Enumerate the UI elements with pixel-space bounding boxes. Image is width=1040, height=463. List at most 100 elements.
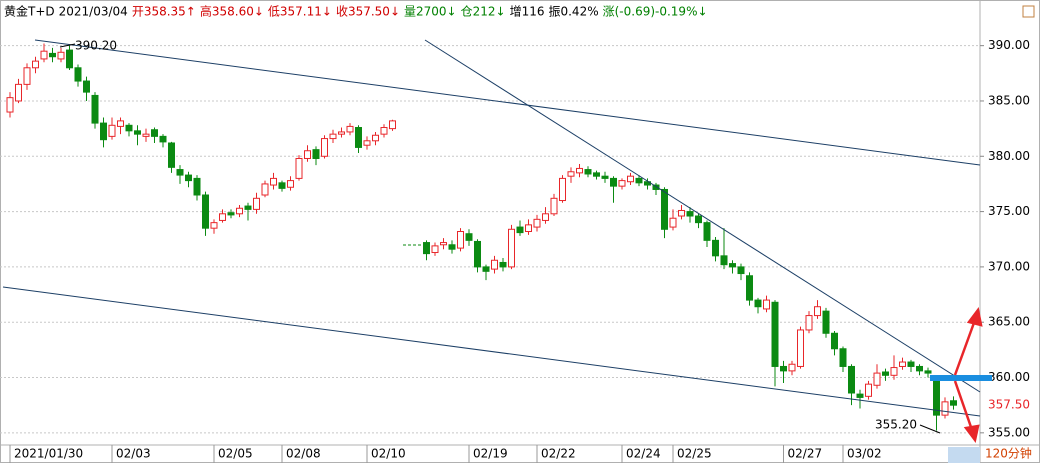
candle-body xyxy=(295,157,303,179)
candle-body xyxy=(669,217,677,228)
y-tick-label: 355.00 xyxy=(988,425,1030,439)
y-tick-label: 370.00 xyxy=(988,259,1030,273)
candle-body xyxy=(771,301,779,367)
candle-body xyxy=(134,130,141,135)
candle-body xyxy=(389,120,396,130)
candle-body xyxy=(482,266,490,272)
candle-body xyxy=(423,242,430,255)
candle-body xyxy=(253,197,260,210)
candle-body xyxy=(125,124,133,132)
candle-body xyxy=(924,370,932,374)
candle-body xyxy=(491,259,498,270)
candle-body xyxy=(363,140,371,146)
header-item: 黄金T+D xyxy=(4,4,55,19)
candle-body xyxy=(763,299,770,310)
candle-body xyxy=(584,169,592,175)
corner-icon[interactable] xyxy=(1022,5,1035,18)
candle-body xyxy=(270,177,277,186)
candle-body xyxy=(941,401,949,416)
header-item: 开358.35↑ xyxy=(132,5,196,19)
period-bg xyxy=(948,447,980,463)
period-label[interactable]: 120分钟 xyxy=(985,446,1032,461)
candle-body xyxy=(746,275,753,301)
candle-body xyxy=(219,213,226,221)
candle-body xyxy=(176,169,184,176)
y-tick-label: 365.00 xyxy=(988,315,1030,329)
y-tick-label: 385.00 xyxy=(988,93,1030,107)
candle-body xyxy=(797,329,804,367)
candle-body xyxy=(703,222,711,241)
candle-body xyxy=(805,315,813,331)
candle-body xyxy=(448,244,456,250)
candle-body xyxy=(678,209,685,217)
plot: 355.00 360.00 365.00 370.00 375.00 380.00 385.… xyxy=(0,38,1030,463)
leader-line xyxy=(59,43,76,48)
candle-body xyxy=(907,361,915,367)
x-tick-label: 02/10 xyxy=(371,447,406,461)
header-item: 高358.60↓ xyxy=(200,4,264,19)
candle-body xyxy=(754,299,762,308)
candle-body xyxy=(720,255,728,266)
x-tick-label: 02/24 xyxy=(626,447,661,461)
candle-body xyxy=(550,197,558,215)
header: 黄金T+D 2021/03/04 开358.35↑ 高358.60↓ 低357.11↓ 收… xyxy=(4,4,708,19)
trend-line xyxy=(424,39,981,393)
candle-body xyxy=(661,188,668,230)
candle-body xyxy=(533,218,541,228)
header-item: 涨(-0.69)-0.19%↓ xyxy=(603,4,708,19)
x-tick-label: 2021/01/30 xyxy=(14,447,83,461)
header-item: 增116 xyxy=(510,5,545,19)
candle-body xyxy=(117,120,124,127)
candle-body xyxy=(440,242,447,246)
candle-body xyxy=(236,207,243,215)
candle-body xyxy=(66,49,73,69)
candle-body xyxy=(686,211,694,217)
candle-body xyxy=(780,365,787,372)
candle-body xyxy=(185,174,192,182)
candle-body xyxy=(457,231,464,249)
candle-body xyxy=(142,133,150,137)
y-tick-label: 375.00 xyxy=(988,204,1030,218)
candle-body xyxy=(610,177,617,187)
candle-body xyxy=(287,180,294,188)
candle-body xyxy=(372,134,379,142)
candle-body xyxy=(49,52,56,58)
x-tick-label: 02/19 xyxy=(473,447,508,461)
y-tick-label: 380.00 xyxy=(988,149,1030,163)
annotation: 355.20 xyxy=(875,418,917,432)
candle-body xyxy=(431,245,439,254)
candle-body xyxy=(159,135,167,143)
candle-body xyxy=(856,393,864,398)
y-tick-label: 360.00 xyxy=(988,370,1030,384)
candle-body xyxy=(508,228,515,268)
annotation: 390.20 xyxy=(75,39,117,53)
candle-body xyxy=(91,94,99,124)
header-item: 2021/03/04 xyxy=(59,5,128,19)
candle-body xyxy=(950,400,957,406)
candle-body xyxy=(202,194,209,229)
candle-body xyxy=(542,213,549,221)
candle-body xyxy=(32,60,39,69)
candle-body xyxy=(346,125,354,133)
candle-body xyxy=(899,361,906,367)
y-tick-label: 390.00 xyxy=(988,38,1030,52)
candle-body xyxy=(525,224,532,233)
candle-body xyxy=(576,167,583,174)
candle-body xyxy=(729,263,736,268)
candle-body xyxy=(23,67,31,85)
candle-body xyxy=(355,127,362,148)
trend-line xyxy=(2,286,981,417)
candle-body xyxy=(321,138,328,157)
candle-body xyxy=(865,383,872,397)
x-tick-label: 02/08 xyxy=(286,447,321,461)
trend-line xyxy=(34,39,981,166)
candle-body xyxy=(593,172,600,177)
candle-body xyxy=(474,240,481,268)
candle-body xyxy=(83,80,90,93)
candle-body xyxy=(151,129,158,137)
x-tick-label: 02/27 xyxy=(788,447,823,461)
candle-body xyxy=(15,83,22,102)
candle-body xyxy=(278,182,286,189)
candle-body xyxy=(227,212,235,216)
arrows xyxy=(953,307,983,443)
